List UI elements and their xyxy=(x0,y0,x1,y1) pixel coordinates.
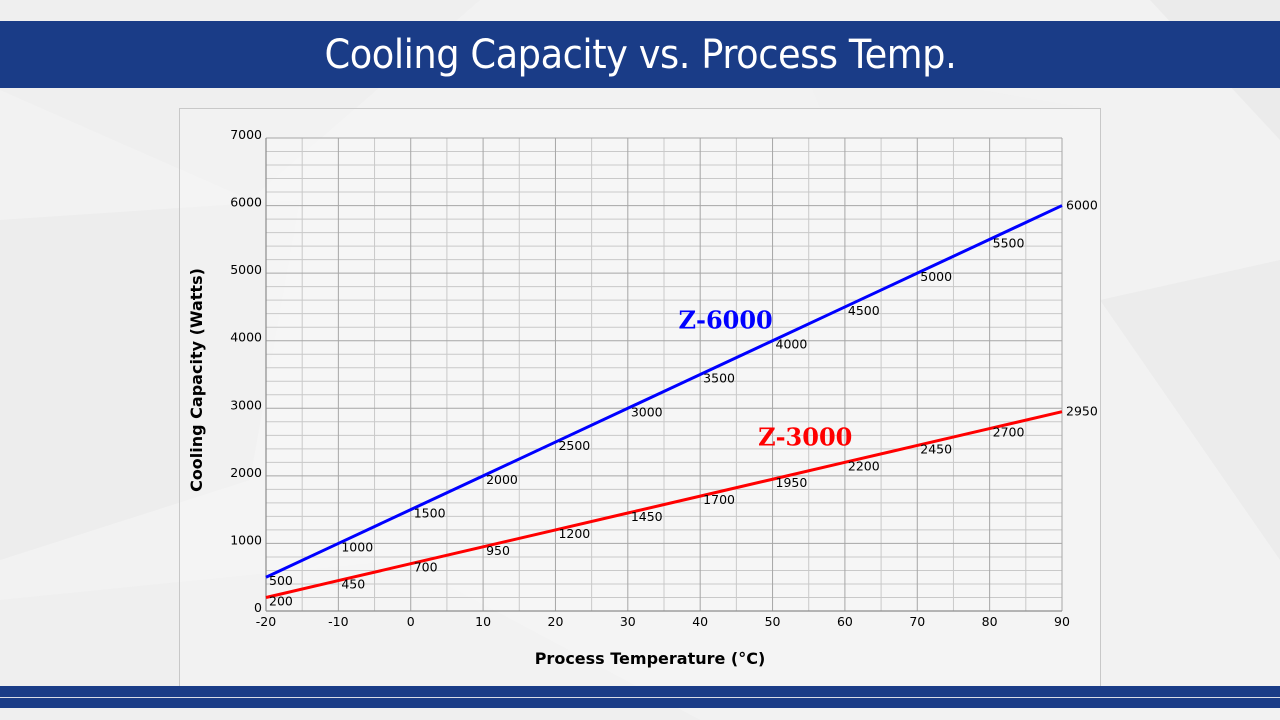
data-label-z-6000: 1000 xyxy=(341,539,373,554)
data-label-z-6000: 2000 xyxy=(486,472,518,487)
data-label-z-6000: 1500 xyxy=(414,506,446,521)
data-label-z-6000: 3000 xyxy=(631,404,663,419)
x-tick-label: 30 xyxy=(620,614,636,629)
y-tick-label: 4000 xyxy=(230,330,262,345)
series-line-z-6000 xyxy=(265,204,1063,579)
x-tick-label: 20 xyxy=(548,614,564,629)
series-line-z-3000 xyxy=(265,410,1063,599)
y-tick-label: 7000 xyxy=(230,127,262,142)
data-label-z-3000: 2200 xyxy=(848,458,880,473)
y-tick-label: 6000 xyxy=(230,195,262,210)
x-tick-label: 80 xyxy=(982,614,998,629)
y-axis-title: Cooling Capacity (Watts) xyxy=(187,268,206,492)
series-annotation-z-3000: Z-3000 xyxy=(758,422,852,451)
y-axis-ticks: 0 1000 2000 3000 4000 5000 6000 7000 xyxy=(230,127,262,615)
y-tick-label: 2000 xyxy=(230,465,262,480)
data-label-z-3000: 950 xyxy=(486,543,510,558)
data-label-z-3000: 700 xyxy=(414,560,438,575)
x-tick-label: 90 xyxy=(1054,614,1070,629)
data-label-z-3000: 450 xyxy=(341,577,365,592)
grid-minor xyxy=(266,138,1062,611)
data-label-z-6000: 4000 xyxy=(776,337,808,352)
data-label-z-3000: 2950 xyxy=(1066,404,1098,419)
data-label-z-6000: 2500 xyxy=(558,438,590,453)
data-label-z-3000: 200 xyxy=(269,593,293,608)
x-tick-label: 60 xyxy=(837,614,853,629)
data-label-z-3000: 1950 xyxy=(776,475,808,490)
data-label-z-3000: 1700 xyxy=(703,492,735,507)
x-axis-title: Process Temperature (°C) xyxy=(535,649,766,668)
x-tick-label: 10 xyxy=(475,614,491,629)
x-tick-label: -20 xyxy=(256,614,276,629)
data-label-z-6000: 3500 xyxy=(703,371,735,386)
data-label-z-3000: 2450 xyxy=(920,441,952,456)
x-tick-label: -10 xyxy=(328,614,348,629)
title-banner: Cooling Capacity vs. Process Temp. xyxy=(0,21,1280,88)
footer-bar xyxy=(0,686,1280,708)
footer-divider xyxy=(0,697,1280,698)
y-tick-label: 0 xyxy=(254,600,262,615)
data-labels: 500 1000 1500 2000 2500 3000 3500 4000 4500 5000 5… xyxy=(269,198,1098,609)
data-label-z-3000: 2700 xyxy=(993,425,1025,440)
y-tick-label: 3000 xyxy=(230,397,262,412)
x-tick-label: 70 xyxy=(909,614,925,629)
x-tick-label: 40 xyxy=(692,614,708,629)
slide-title: Cooling Capacity vs. Process Temp. xyxy=(324,31,956,78)
series-annotation-z-6000: Z-6000 xyxy=(678,306,772,335)
data-label-z-6000: 500 xyxy=(269,573,293,588)
y-tick-label: 1000 xyxy=(230,532,262,547)
grid-major xyxy=(265,137,1063,612)
data-label-z-6000: 4500 xyxy=(848,303,880,318)
series-annotations: Z-6000 Z-3000 xyxy=(678,306,852,452)
series-lines xyxy=(265,204,1063,599)
y-tick-label: 5000 xyxy=(230,262,262,277)
data-label-z-6000: 5500 xyxy=(993,235,1025,250)
data-label-z-3000: 1450 xyxy=(631,509,663,524)
data-label-z-6000: 6000 xyxy=(1066,198,1098,213)
x-axis-ticks: -20 -10 0 10 20 30 40 50 60 70 80 90 xyxy=(256,614,1070,629)
x-tick-label: 50 xyxy=(765,614,781,629)
x-tick-label: 0 xyxy=(407,614,415,629)
data-label-z-3000: 1200 xyxy=(558,526,590,541)
data-label-z-6000: 5000 xyxy=(920,269,952,284)
